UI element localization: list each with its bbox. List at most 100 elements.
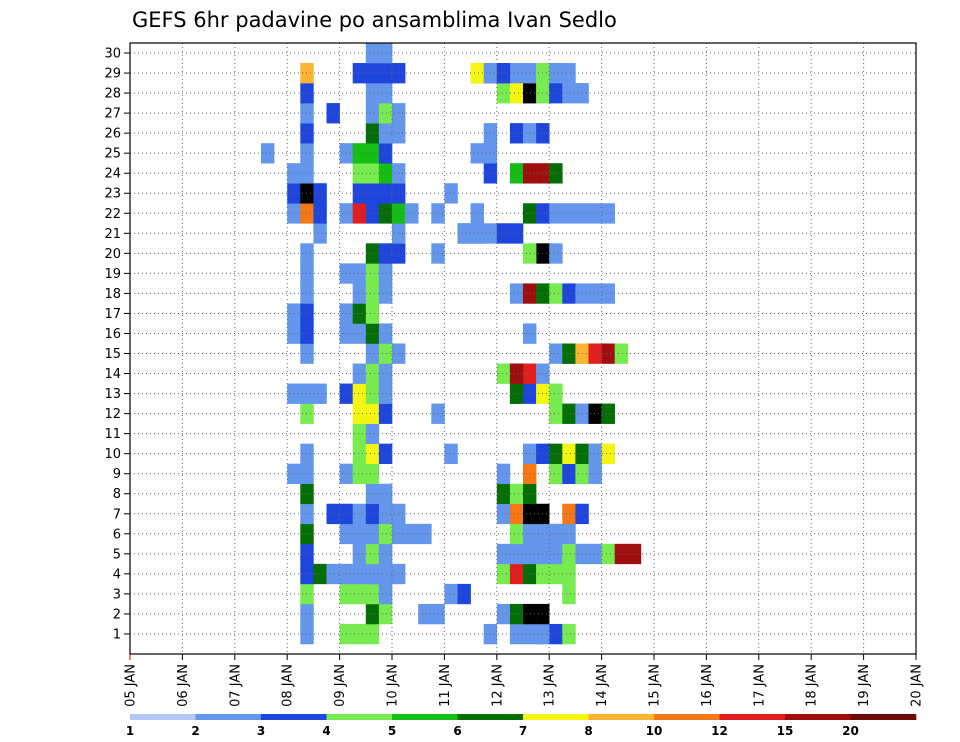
- heatmap-cell: [352, 563, 367, 585]
- heatmap-cell: [562, 543, 576, 565]
- grid-lines: [130, 43, 916, 654]
- heatmap-cell: [523, 63, 537, 84]
- heatmap-cell: [365, 243, 380, 264]
- heatmap-cell: [352, 623, 367, 645]
- x-tick-label: 11 JAN: [438, 664, 453, 707]
- x-tick-label: 19 JAN: [857, 664, 872, 707]
- heatmap-cell: [549, 163, 563, 184]
- heatmap-cell: [470, 63, 484, 84]
- heatmap-cell: [378, 563, 393, 585]
- heatmap-cell: [378, 163, 393, 184]
- heatmap-cell: [313, 383, 327, 404]
- heatmap-cell: [313, 203, 327, 224]
- heatmap-cell: [352, 263, 367, 284]
- heatmap-cell: [365, 423, 380, 444]
- x-tick-label: 12 JAN: [490, 664, 505, 707]
- y-tick-label: 15: [104, 347, 121, 362]
- heatmap-cell: [378, 403, 393, 424]
- x-tick-label: 16 JAN: [700, 664, 715, 707]
- heatmap-cell: [352, 323, 367, 344]
- x-tick-label: 08 JAN: [281, 664, 296, 707]
- heatmap-cell: [588, 343, 602, 364]
- heatmap-cell: [378, 443, 393, 464]
- heatmap-cell: [509, 363, 524, 384]
- heatmap-cell: [365, 203, 380, 224]
- heatmap-cell: [287, 463, 301, 485]
- y-tick-label: 21: [104, 227, 121, 242]
- heatmap-cell: [313, 183, 327, 204]
- heatmap-cell: [313, 223, 327, 244]
- heatmap-cell: [365, 303, 380, 324]
- heatmap-cell: [378, 483, 393, 505]
- colorbar-swatch: [195, 714, 262, 720]
- heatmap-cell: [287, 383, 301, 404]
- heatmap-cell: [588, 443, 602, 464]
- heatmap-cell: [523, 363, 537, 384]
- y-tick-label: 12: [104, 407, 121, 422]
- colorbar-swatch: [392, 714, 458, 720]
- y-tick-label: 16: [104, 327, 121, 342]
- heatmap-cell: [378, 63, 393, 84]
- heatmap-cell: [287, 163, 301, 184]
- y-tick-label: 1: [113, 627, 121, 642]
- heatmap-cell: [588, 463, 602, 485]
- heatmap-cell: [496, 83, 511, 104]
- y-tick-label: 23: [104, 187, 121, 202]
- plot-frame: [129, 42, 917, 655]
- heatmap-cell: [365, 443, 380, 464]
- y-axis-ticks: 1234567891011121314151617181920212223242…: [104, 47, 130, 642]
- heatmap-cell: [496, 483, 511, 505]
- heatmap-cell: [352, 423, 367, 444]
- chart-title: GEFS 6hr padavine po ansamblima Ivan Sed…: [132, 8, 617, 32]
- heatmap-cell: [549, 63, 563, 84]
- colorbar-label: 6: [453, 724, 461, 738]
- heatmap-cell: [549, 83, 563, 104]
- heatmap-cell: [365, 323, 380, 344]
- heatmap-cells: [261, 43, 642, 645]
- heatmap-cell: [365, 403, 380, 424]
- heatmap-cell: [562, 203, 576, 224]
- y-tick-label: 6: [113, 527, 121, 542]
- y-tick-label: 18: [104, 287, 121, 302]
- heatmap-cell: [365, 283, 380, 304]
- y-tick-label: 14: [104, 367, 121, 382]
- heatmap-cell: [614, 543, 629, 565]
- heatmap-cell: [444, 443, 458, 464]
- colorbar-label: 2: [191, 724, 199, 738]
- x-tick-label: 06 JAN: [176, 664, 191, 707]
- heatmap-cell: [352, 203, 367, 224]
- colorbar-legend: 1 2 3 4 5 6 7 8 10 12 15 20: [126, 714, 917, 738]
- heatmap-cell: [601, 443, 615, 464]
- heatmap-cell: [523, 623, 537, 645]
- y-tick-label: 27: [104, 107, 121, 122]
- heatmap-cell: [549, 283, 563, 304]
- colorbar-label: 8: [584, 724, 592, 738]
- colorbar-swatch: [523, 714, 589, 720]
- heatmap-cell: [378, 343, 393, 364]
- heatmap-cell: [365, 503, 380, 525]
- heatmap-cell: [601, 343, 615, 364]
- y-tick-label: 8: [113, 487, 121, 502]
- heatmap-cell: [562, 623, 576, 645]
- heatmap-cell: [365, 483, 380, 505]
- heatmap-cell: [523, 483, 537, 505]
- colorbar-label: 1: [126, 724, 134, 738]
- colorbar-swatch: [654, 714, 720, 720]
- heatmap-cell: [523, 503, 537, 525]
- heatmap-cell: [378, 503, 393, 525]
- heatmap-cell: [509, 63, 524, 84]
- heatmap-cell: [378, 283, 393, 304]
- heatmap-cell: [549, 403, 563, 424]
- y-tick-label: 29: [104, 67, 121, 82]
- heatmap-cell: [549, 243, 563, 264]
- heatmap-cell: [378, 43, 393, 64]
- x-axis-ticks: 05 JAN 06 JAN 07 JAN 08 JAN 09 JAN 10 JAN 11 J…: [124, 654, 925, 707]
- colorbar-label: 3: [257, 724, 265, 738]
- heatmap-cell: [352, 443, 367, 464]
- heatmap-cell: [509, 223, 524, 244]
- heatmap-cell: [549, 443, 563, 464]
- x-tick-label: 14 JAN: [595, 664, 610, 707]
- x-tick-label: 18 JAN: [805, 664, 820, 707]
- y-tick-label: 9: [113, 467, 121, 482]
- heatmap-cell: [523, 443, 537, 464]
